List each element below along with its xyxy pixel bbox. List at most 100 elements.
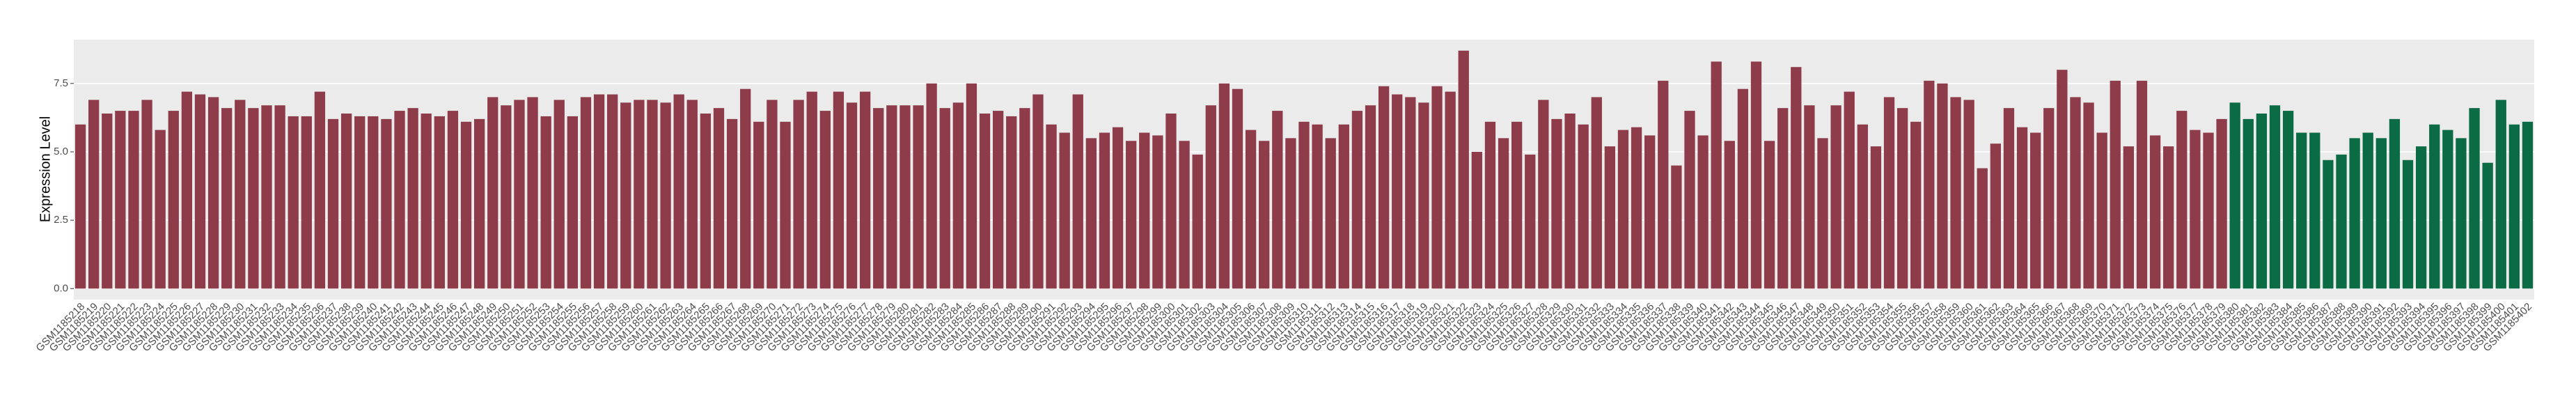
bar — [2016, 127, 2028, 289]
bar — [2456, 138, 2467, 289]
bar — [2429, 124, 2440, 289]
bar — [2323, 160, 2334, 289]
bar — [620, 102, 631, 289]
bar — [913, 105, 924, 289]
bar — [407, 108, 418, 289]
bar — [806, 91, 817, 289]
bar — [2296, 132, 2307, 289]
bar — [88, 100, 100, 289]
bar — [1910, 121, 1922, 289]
bar — [2203, 132, 2214, 289]
bar — [207, 97, 219, 289]
bar — [1259, 141, 1270, 289]
bar — [115, 111, 126, 289]
bar — [1525, 154, 1536, 289]
bar — [2163, 146, 2174, 289]
bar — [593, 94, 605, 289]
bar — [713, 108, 725, 289]
bar — [447, 111, 459, 289]
bar — [2176, 111, 2188, 289]
bar — [1511, 121, 1523, 289]
bar — [487, 97, 498, 289]
bar — [1046, 124, 1057, 289]
bar — [274, 105, 285, 289]
bar — [1059, 132, 1070, 289]
bar — [753, 121, 764, 289]
bar — [1099, 132, 1110, 289]
bar — [846, 102, 858, 289]
bar — [501, 105, 512, 289]
bar — [1232, 88, 1243, 289]
bar — [1804, 105, 1815, 289]
bar — [647, 100, 658, 289]
bar — [540, 116, 551, 289]
bar — [2482, 162, 2493, 289]
bar — [859, 91, 871, 289]
bar — [248, 108, 259, 289]
bar — [141, 100, 152, 289]
bar — [1684, 111, 1695, 289]
bar — [740, 88, 751, 289]
bar — [1564, 114, 1576, 289]
bar — [314, 91, 326, 289]
bar — [1139, 132, 1150, 289]
bar — [2508, 124, 2520, 289]
bar — [567, 116, 578, 289]
bar — [2442, 130, 2453, 289]
bar — [368, 116, 379, 289]
bar — [686, 100, 698, 289]
bar — [726, 118, 738, 289]
bar — [2149, 135, 2161, 289]
bar — [1644, 135, 1656, 289]
y-tick-label: 5.0 — [54, 146, 68, 157]
bar — [873, 108, 884, 289]
bar — [2415, 146, 2427, 289]
bar — [1312, 124, 1323, 289]
y-axis-label: Expression Level — [38, 116, 53, 222]
bar — [168, 111, 179, 289]
bar — [2362, 132, 2373, 289]
bar — [1924, 80, 1935, 289]
bar — [2469, 108, 2480, 289]
bar — [1950, 97, 1961, 289]
bar — [473, 118, 485, 289]
bar — [2123, 146, 2135, 289]
bar — [2375, 138, 2387, 289]
bar — [1351, 111, 1363, 289]
bar — [261, 105, 272, 289]
bar — [1963, 100, 1974, 289]
bar — [421, 114, 432, 289]
bar — [2083, 102, 2094, 289]
bar — [634, 100, 645, 289]
bar — [74, 124, 86, 289]
bar — [2096, 132, 2107, 289]
bar — [1817, 138, 1828, 289]
bar — [1285, 138, 1296, 289]
bar — [819, 111, 831, 289]
bar — [1671, 165, 1682, 289]
bar — [966, 83, 977, 289]
bar — [1604, 146, 1616, 289]
bar — [288, 116, 299, 289]
bar — [2216, 118, 2227, 289]
bar — [194, 94, 206, 289]
bar — [1019, 108, 1030, 289]
bar — [939, 108, 950, 289]
bar — [1152, 135, 1163, 289]
bar — [1179, 141, 1190, 289]
bar — [1857, 124, 1868, 289]
bar — [1591, 97, 1602, 289]
bar — [2336, 154, 2347, 289]
bar — [1445, 91, 1456, 289]
bar — [1165, 114, 1177, 289]
bar — [527, 97, 538, 289]
bar — [2229, 102, 2240, 289]
bar — [2003, 108, 2015, 289]
bar — [1458, 50, 1469, 289]
bar — [2349, 138, 2360, 289]
bar — [2030, 132, 2041, 289]
bar — [2136, 80, 2148, 289]
bar — [2522, 121, 2534, 289]
bar — [767, 100, 778, 289]
bar — [2057, 70, 2068, 289]
